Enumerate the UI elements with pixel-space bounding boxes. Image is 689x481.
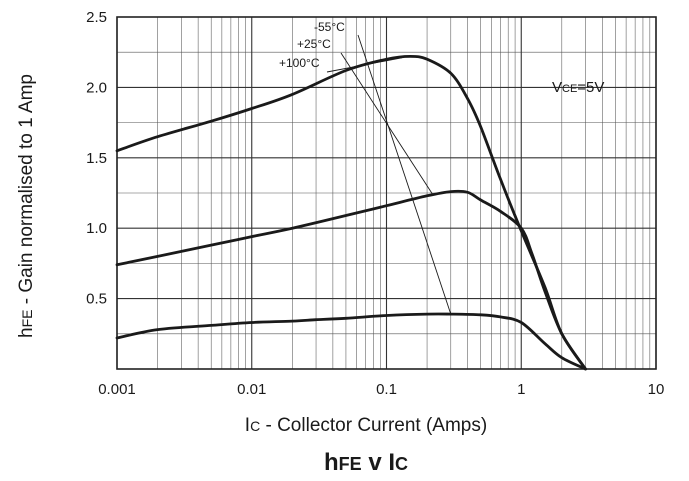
y-tick-label: 1.0	[86, 220, 107, 237]
series-line	[115, 312, 587, 371]
leader-line	[357, 34, 452, 315]
x-tick-labels: 0.001 0.01 0.1 1 10	[98, 381, 664, 398]
series-label: -55°C	[314, 20, 345, 34]
series-labels: -55°C +25°C +100°C	[279, 20, 345, 70]
x-tick-label: 0.01	[237, 381, 266, 398]
series-line	[115, 55, 587, 371]
leader-line	[340, 52, 434, 195]
y-axis-label: hFE - Gain normalised to 1 Amp	[16, 74, 37, 338]
plot-frame	[116, 16, 657, 370]
y-tick-label: 2.0	[86, 79, 107, 96]
y-tick-labels: 0.5 1.0 1.5 2.0 2.5	[86, 9, 107, 308]
x-tick-label: 10	[648, 381, 665, 398]
series-label: +25°C	[297, 37, 331, 51]
series-leader-lines	[326, 34, 452, 315]
x-tick-label: 0.1	[376, 381, 397, 398]
x-tick-label: 0.001	[98, 381, 136, 398]
y-tick-label: 2.5	[86, 9, 107, 26]
series-label: +100°C	[279, 56, 320, 70]
chart-title: hFE v IC	[324, 449, 408, 476]
series-curves	[115, 55, 587, 371]
condition-annotation: VCE=5V	[552, 79, 604, 96]
y-tick-label: 1.5	[86, 150, 107, 167]
x-axis-label: IC - Collector Current (Amps)	[245, 415, 487, 436]
y-tick-label: 0.5	[86, 291, 107, 308]
x-tick-label: 1	[517, 381, 525, 398]
